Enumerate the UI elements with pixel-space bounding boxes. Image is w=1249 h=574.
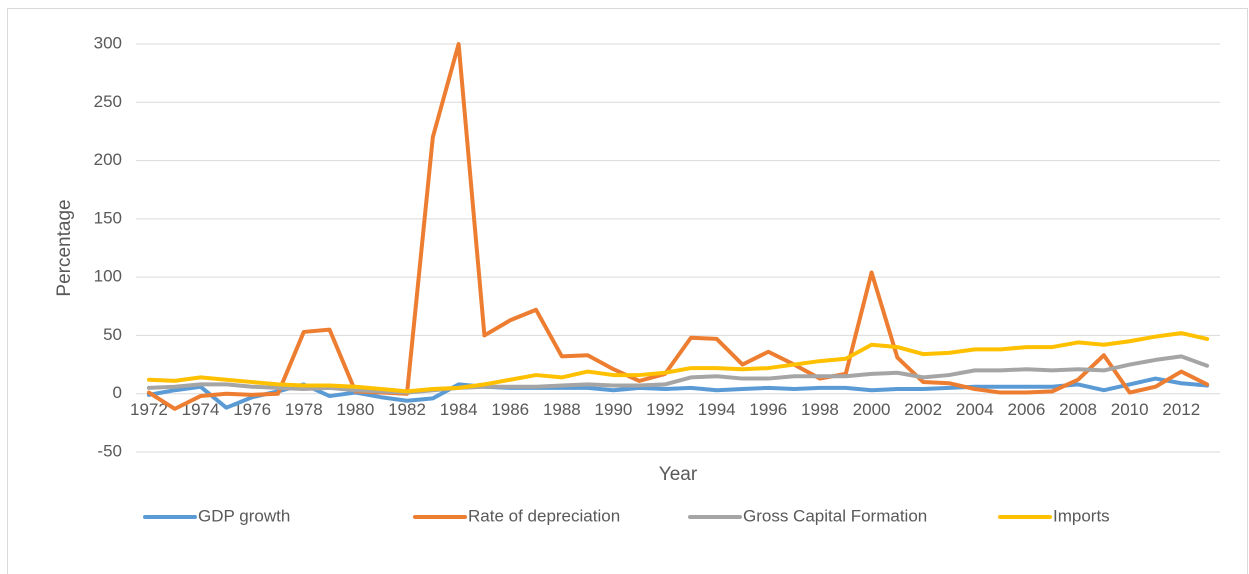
x-tick-label: 2002	[904, 400, 942, 419]
x-tick-label: 1992	[646, 400, 684, 419]
data-line	[146, 331, 1210, 394]
legend-label: Rate of depreciation	[468, 506, 620, 525]
x-tick-label: 1978	[285, 400, 323, 419]
x-tick-label: 1980	[336, 400, 374, 419]
y-tick-label: 300	[94, 33, 122, 52]
data-line	[146, 42, 1210, 411]
y-tick-label: 0	[113, 383, 122, 402]
x-tick-label: 1988	[543, 400, 581, 419]
legend-label: Imports	[1053, 506, 1110, 525]
x-tick-label: 1976	[233, 400, 271, 419]
y-tick-label: 100	[94, 267, 122, 286]
legend-label: Gross Capital Formation	[743, 506, 927, 525]
x-tick-label: 2006	[1008, 400, 1046, 419]
data-line	[146, 354, 1210, 395]
x-tick-label: 1996	[749, 400, 787, 419]
y-axis-title: Percentage	[54, 199, 75, 296]
x-tick-label: 2000	[853, 400, 891, 419]
x-tick-label: 1994	[698, 400, 736, 419]
x-tick-label: 1984	[440, 400, 478, 419]
y-tick-label: 200	[94, 150, 122, 169]
y-tick-label: 250	[94, 92, 122, 111]
y-tick-label: -50	[97, 441, 122, 460]
chart-border	[7, 8, 1248, 574]
data-line	[146, 376, 1210, 410]
x-axis-title: Year	[659, 464, 698, 485]
x-tick-label: 2010	[1111, 400, 1149, 419]
x-tick-label: 2012	[1162, 400, 1200, 419]
x-tick-label: 1986	[491, 400, 529, 419]
x-tick-label: 2004	[956, 400, 994, 419]
x-tick-label: 1998	[801, 400, 839, 419]
legend-label: GDP growth	[198, 506, 290, 525]
y-tick-label: 50	[103, 325, 122, 344]
y-tick-label: 150	[94, 208, 122, 227]
x-tick-label: 1982	[388, 400, 426, 419]
x-tick-label: 2008	[1059, 400, 1097, 419]
x-tick-label: 1972	[130, 400, 168, 419]
x-tick-label: 1990	[595, 400, 633, 419]
x-tick-label: 1974	[182, 400, 220, 419]
